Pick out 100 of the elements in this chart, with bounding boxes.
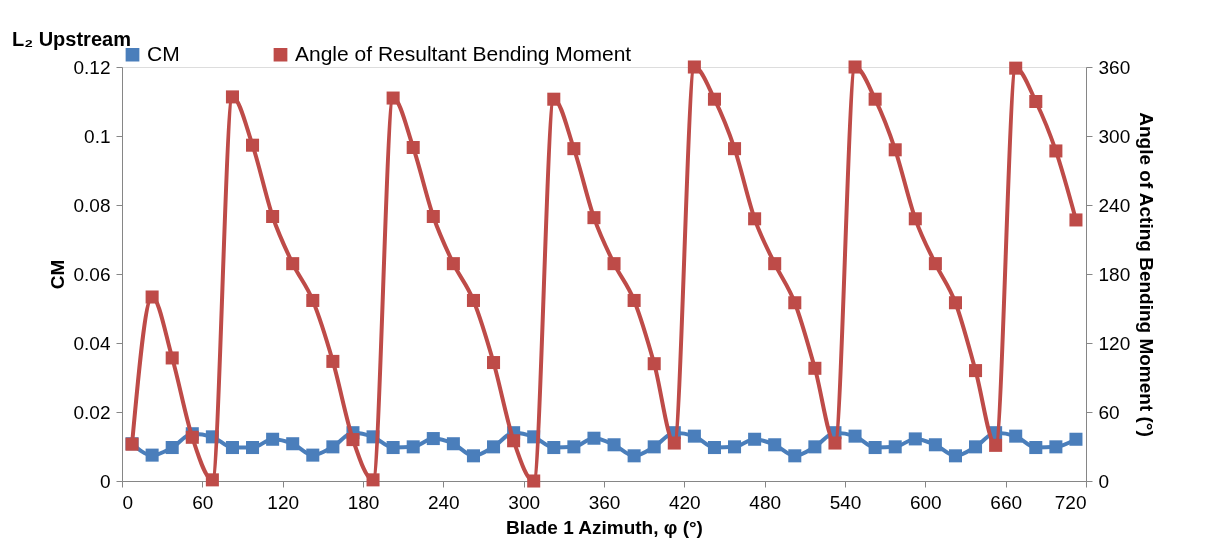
point <box>728 440 742 454</box>
x-tick-label: 240 <box>427 491 460 513</box>
point <box>587 211 601 225</box>
point <box>165 351 179 365</box>
point <box>928 257 942 271</box>
x-tick-label: 720 <box>1054 491 1087 513</box>
point <box>547 92 561 106</box>
y2-tick-label: 300 <box>1098 125 1131 147</box>
point <box>687 60 701 74</box>
point <box>948 296 962 310</box>
point <box>607 257 621 271</box>
x-tick-label: 120 <box>267 491 300 513</box>
point <box>969 440 983 454</box>
point <box>386 91 400 105</box>
point <box>748 212 762 226</box>
y-axis-title: CM <box>46 259 68 290</box>
x-tick-label: 540 <box>829 491 862 513</box>
point <box>627 449 641 463</box>
point <box>768 438 782 452</box>
point <box>286 437 300 451</box>
point <box>888 143 902 157</box>
chart-title: L₂ Upstream <box>12 28 131 50</box>
point <box>768 257 782 271</box>
x-axis-title: Blade 1 Azimuth, φ (°) <box>506 516 703 538</box>
point <box>466 293 480 307</box>
point <box>687 429 701 443</box>
point <box>446 437 460 451</box>
point <box>928 438 942 452</box>
y2-tick-label: 120 <box>1098 332 1131 354</box>
point <box>487 356 501 370</box>
point <box>366 473 380 487</box>
x-tick-label: 60 <box>192 491 214 513</box>
y2-tick-label: 60 <box>1098 401 1120 423</box>
point <box>788 449 802 463</box>
point <box>165 441 179 455</box>
point <box>1029 94 1043 109</box>
point <box>647 440 661 454</box>
point <box>306 293 320 307</box>
point <box>426 209 440 224</box>
point <box>969 364 983 378</box>
point <box>507 434 521 448</box>
point <box>266 432 280 446</box>
x-tick-label: 420 <box>668 491 701 513</box>
point <box>808 440 822 454</box>
y-tick-label: 0.1 <box>84 125 111 147</box>
point <box>446 257 460 271</box>
point <box>848 429 862 443</box>
point <box>1049 144 1063 158</box>
point <box>888 440 902 454</box>
point <box>828 436 842 450</box>
point <box>487 440 501 454</box>
y2-tick-label: 180 <box>1098 263 1131 285</box>
point <box>567 440 581 454</box>
x-tick-label: 480 <box>749 491 782 513</box>
point <box>748 432 762 446</box>
point <box>1069 432 1083 446</box>
y2-tick-label: 360 <box>1098 56 1131 78</box>
point <box>607 438 621 452</box>
point <box>667 436 681 450</box>
point <box>848 60 862 74</box>
y-tick-label: 0.06 <box>73 263 111 285</box>
point <box>266 209 280 224</box>
y2-tick-label: 240 <box>1098 194 1131 216</box>
point <box>868 441 882 455</box>
x-tick-label: 660 <box>990 491 1023 513</box>
point <box>647 357 661 371</box>
point <box>145 290 159 304</box>
x-tick-label: 360 <box>588 491 621 513</box>
point <box>808 361 822 375</box>
point <box>707 441 721 455</box>
point <box>1029 441 1043 455</box>
y-tick-label: 0.12 <box>73 56 111 78</box>
point <box>989 438 1003 452</box>
point <box>1049 440 1063 454</box>
point <box>306 448 320 462</box>
point <box>326 354 340 368</box>
point <box>728 142 742 156</box>
x-tick-label: 300 <box>508 491 541 513</box>
point <box>386 441 400 455</box>
point <box>788 296 802 310</box>
point <box>1009 429 1023 443</box>
y-tick-label: 0 <box>99 470 111 492</box>
point <box>205 473 219 487</box>
x-tick-label: 600 <box>909 491 942 513</box>
point <box>246 138 260 152</box>
point <box>567 142 581 156</box>
point <box>527 474 541 488</box>
point <box>406 440 420 454</box>
point <box>627 293 641 307</box>
point <box>1009 61 1023 75</box>
point <box>326 440 340 454</box>
y2-tick-label: 0 <box>1098 470 1110 492</box>
point <box>346 433 360 447</box>
point <box>466 449 480 463</box>
point <box>246 441 260 455</box>
legend-label: Angle of Resultant Bending Moment <box>295 41 632 65</box>
x-tick-label: 0 <box>122 491 134 513</box>
point <box>707 92 721 106</box>
y-tick-label: 0.04 <box>73 332 111 354</box>
point <box>868 92 882 106</box>
